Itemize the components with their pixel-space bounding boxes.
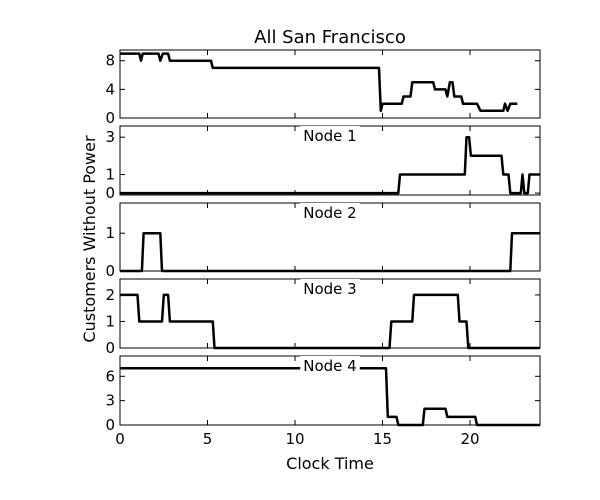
- y-tick-label: 0: [105, 416, 115, 434]
- panel-title-background: [300, 356, 360, 376]
- y-tick-label: 8: [105, 52, 115, 70]
- y-tick-label: 1: [105, 312, 115, 330]
- x-tick-label: 5: [203, 430, 213, 448]
- panel-title: Node 2: [303, 204, 356, 222]
- chart-title: All San Francisco: [254, 27, 406, 48]
- panel-3: 0 1 Node 2: [105, 202, 541, 280]
- panel-title-background: [300, 279, 360, 299]
- series-line-panel-1: [120, 52, 518, 113]
- y-tick-label: 6: [105, 367, 115, 385]
- y-tick-label: 0: [105, 262, 115, 280]
- x-tick-label: 20: [460, 430, 479, 448]
- panel-5: 0 3 6 0 5 10 15 20 Node 4: [105, 355, 541, 448]
- panel-title-background: [300, 126, 360, 146]
- plot-frame: [119, 49, 541, 119]
- y-tick-label: 3: [105, 392, 115, 410]
- y-tick-label: 3: [105, 128, 115, 146]
- y-tick-label: 1: [105, 224, 115, 242]
- x-tick-label: 0: [115, 430, 125, 448]
- panel-title: Node 3: [303, 280, 356, 298]
- x-tick-label: 15: [373, 430, 392, 448]
- y-tick-label: 0: [105, 109, 115, 127]
- series-line-panel-3: [120, 231, 540, 273]
- y-tick-label: 0: [105, 184, 115, 202]
- y-tick-label: 2: [105, 286, 115, 304]
- series-line-panel-5: [120, 366, 540, 427]
- y-axis-label: Customers Without Power: [80, 135, 99, 343]
- x-tick-label: 10: [285, 430, 304, 448]
- y-tick-label: 4: [105, 80, 115, 98]
- series-line-panel-4: [120, 293, 540, 350]
- panel-title: Node 4: [303, 357, 356, 375]
- y-tick-label: 1: [105, 165, 115, 183]
- panel-1: 0 4 8: [105, 49, 541, 127]
- panel-title: Node 1: [303, 127, 356, 145]
- x-axis-label: Clock Time: [286, 454, 374, 473]
- panel-4: 0 1 2 Node 3: [105, 278, 541, 357]
- panel-title-background: [300, 203, 360, 223]
- y-tick-label: 0: [105, 339, 115, 357]
- series-line-panel-2: [120, 135, 540, 195]
- panel-2: 01 3 Node 1: [105, 125, 541, 202]
